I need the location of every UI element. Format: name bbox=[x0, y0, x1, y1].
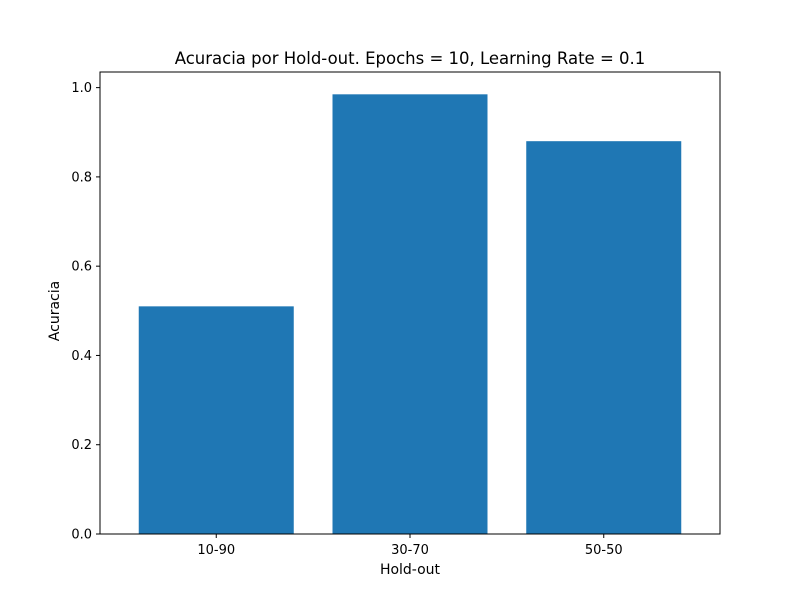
ticks-group: 0.0 0.2 0.4 0.6 0.8 1.0 10-90 30-70 50-50 bbox=[71, 81, 622, 558]
x-tick-label: 50-50 bbox=[585, 543, 623, 558]
bars-group bbox=[138, 94, 682, 534]
y-tick-label: 0.4 bbox=[71, 349, 92, 364]
bar-30-70 bbox=[332, 94, 488, 534]
y-tick-label: 1.0 bbox=[71, 81, 92, 96]
y-tick-label: 0.2 bbox=[71, 438, 92, 453]
bar-10-90 bbox=[138, 306, 294, 534]
y-tick-label: 0.8 bbox=[71, 170, 92, 185]
x-tick-label: 10-90 bbox=[197, 543, 235, 558]
chart-title: Acuracia por Hold-out. Epochs = 10, Lear… bbox=[175, 49, 646, 68]
bar-50-50 bbox=[526, 141, 682, 534]
x-tick-label: 30-70 bbox=[391, 543, 429, 558]
y-tick-label: 0.0 bbox=[71, 528, 92, 543]
y-axis-label: Acuracia bbox=[47, 281, 63, 341]
y-tick-label: 0.6 bbox=[71, 260, 92, 275]
x-axis-label: Hold-out bbox=[380, 562, 441, 578]
